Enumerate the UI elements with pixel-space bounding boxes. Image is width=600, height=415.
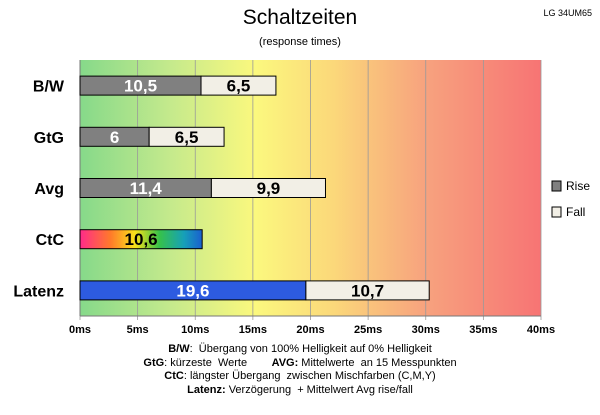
chart-title: Schaltzeiten [242, 6, 358, 29]
x-tick-label: 25ms [354, 324, 382, 336]
bar-fall-label: 6,5 [227, 77, 251, 96]
x-tick-label: 10ms [181, 324, 209, 336]
x-tick-label: 20ms [296, 324, 324, 336]
footnote-avg-key: AVG: [271, 356, 299, 369]
legend-label: Fall [566, 205, 585, 219]
footnote-gtg-key: GtG [143, 356, 165, 369]
footnote-ctc: CtC: längster Übergang zwischen Mischfar… [0, 370, 600, 384]
category-label: CtC [36, 232, 65, 249]
footnote-avg-text: Mittelwerte an 15 Messpunkten [298, 356, 457, 369]
footnote-gtg-avg: GtG: kürzeste Werte AVG: Mittelwerte an … [0, 357, 600, 371]
category-label: Avg [34, 181, 64, 198]
bar-fall [210, 178, 326, 198]
bar-fall [148, 126, 225, 147]
bars: 10,5 6,5 6 6,5 11,4 9,9 10,6 19,6 10,7 [79, 75, 430, 301]
footnote-latenz-key: Latenz: [187, 383, 226, 396]
legend-swatch [551, 206, 562, 218]
x-tick-label: 5ms [127, 324, 149, 336]
bar-fall-label: 10,7 [351, 281, 384, 300]
x-tick-label: 15ms [239, 324, 267, 336]
bar-rise-label: 19,6 [176, 281, 209, 300]
legend: Rise Fall [551, 179, 590, 219]
footnotes: B/W: Übergang von 100% Helligkeit auf 0%… [0, 343, 600, 397]
legend-swatch [551, 180, 562, 192]
bar-rise [79, 229, 203, 250]
footnote-gtg-text: : kürzeste Werte [164, 356, 272, 369]
footnote-ctc-key: CtC [164, 370, 184, 382]
monitor-model-label: LG 34UM65 [543, 8, 592, 18]
x-tick-label: 40ms [527, 324, 555, 336]
category-label: GtG [34, 130, 64, 147]
bar-rise-label: 10,5 [124, 77, 157, 96]
chart-subtitle: (response times) [259, 36, 341, 48]
bar-rise-label: 6 [110, 128, 119, 147]
category-labels: B/W GtG Avg CtC Latenz [13, 79, 65, 301]
footnote-bw-text: : Übergang von 100% Helligkeit auf 0% He… [189, 343, 432, 355]
bar-fall-label: 9,9 [257, 179, 281, 198]
bar-rise-label: 11,4 [130, 179, 163, 198]
x-tick-label: 0ms [69, 324, 91, 336]
footnote-bw: B/W: Übergang von 100% Helligkeit auf 0%… [0, 343, 600, 357]
footnote-bw-key: B/W [168, 343, 190, 355]
footnote-latenz-text: Verzögerung + Mittelwert Avg rise/fall [225, 383, 413, 396]
x-tick-label: 35ms [469, 324, 497, 336]
legend-label: Rise [566, 179, 590, 193]
x-tick-labels: 0ms 5ms 10ms 15ms 20ms 25ms 30ms 35ms 40ms [69, 324, 555, 336]
category-label: Latenz [13, 283, 64, 300]
bar-fall-label: 6,5 [175, 128, 199, 147]
bar-fall [305, 280, 430, 301]
footnote-ctc-text: : längster Übergang zwischen Mischfarben… [183, 370, 436, 382]
category-label: B/W [33, 79, 65, 96]
bar-rise-label: 10,6 [125, 230, 158, 249]
footnote-latenz: Latenz: Verzögerung + Mittelwert Avg ris… [0, 384, 600, 398]
bar-fall [200, 75, 277, 96]
x-tick-label: 30ms [412, 324, 440, 336]
